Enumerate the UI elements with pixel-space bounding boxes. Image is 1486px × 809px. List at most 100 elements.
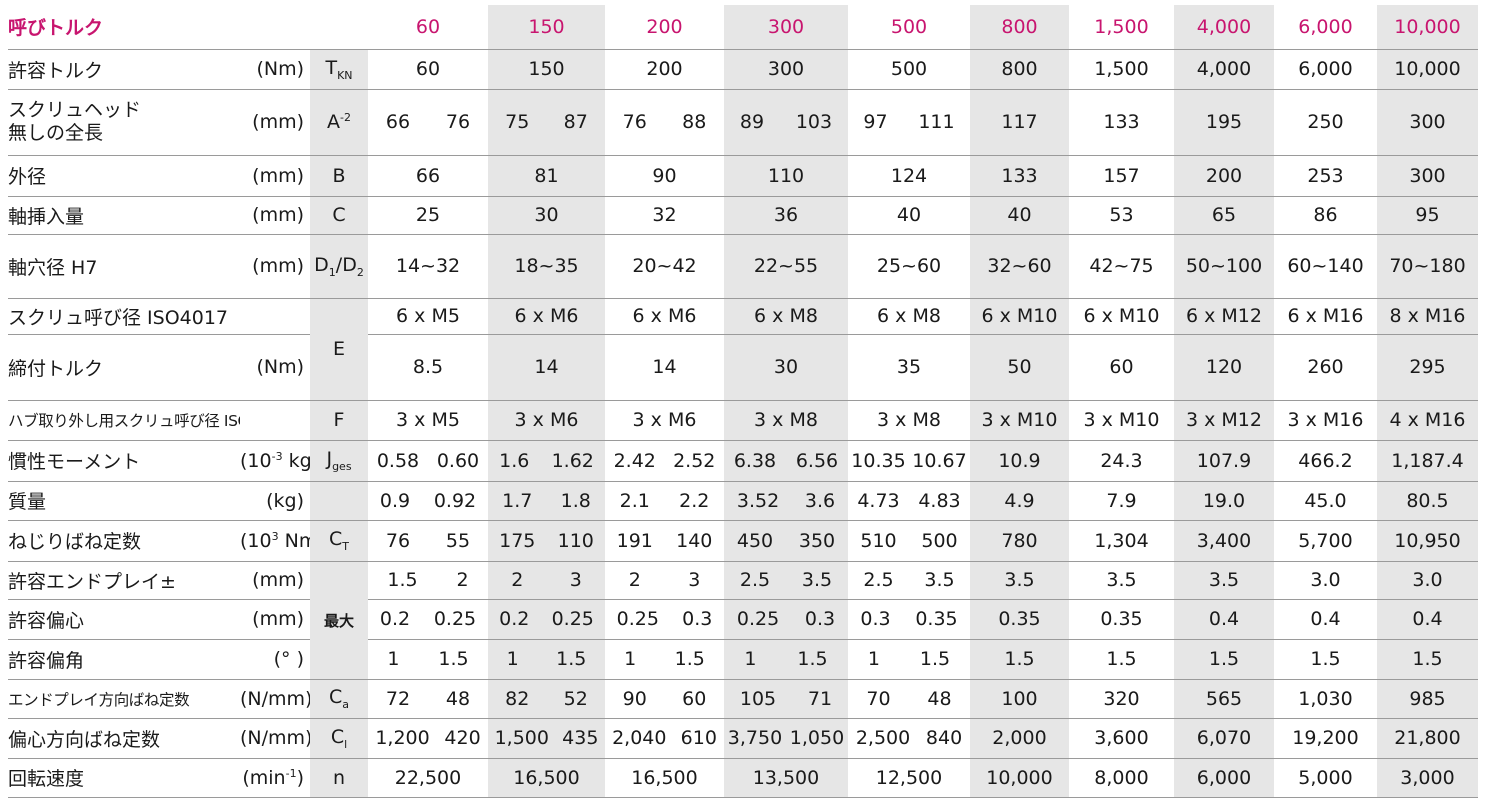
header-title-cell: 呼びトルク xyxy=(8,5,368,50)
value: 6 x M5 xyxy=(396,305,460,327)
table-row-insert: 軸挿入量 (mm) C 25 30 32 36 40 40 53 65 86 95 xyxy=(8,196,1478,235)
value-cell: 107.9 xyxy=(1174,440,1274,482)
unit-text: (10 xyxy=(240,449,272,472)
label-text: 回転速度 xyxy=(8,768,85,790)
value-pair: 3,750 1,050 xyxy=(724,727,848,749)
value-cell: 4 x M16 xyxy=(1377,400,1478,441)
value: 42~75 xyxy=(1089,255,1154,277)
row-unit: (mm) xyxy=(240,561,310,600)
value-cell: 21,800 xyxy=(1377,718,1478,759)
table-row-radial: 偏心方向ばね定数 (N/mm) Cl 1,200 420 1,500 435 2,040 610… xyxy=(8,718,1478,759)
value: 80.5 xyxy=(1406,489,1449,512)
value-pair-cell: 97 111 xyxy=(848,89,970,156)
value-cell: 200 xyxy=(1174,155,1274,197)
header-size: 300 xyxy=(724,5,848,50)
value-cell: 260 xyxy=(1274,334,1377,401)
value-cell: 3.5 xyxy=(1174,561,1274,600)
value-cell: 250 xyxy=(1274,89,1377,156)
value: 0.9 xyxy=(379,489,411,512)
size-value: 800 xyxy=(1001,15,1038,38)
row-unit: (N/mm) xyxy=(240,718,310,759)
value-pair-cell: 2.42 2.52 xyxy=(605,440,724,482)
value-pair: 89 103 xyxy=(724,111,848,133)
unit-empty xyxy=(240,298,310,335)
label-text: 許容偏角 xyxy=(8,649,85,672)
value-pair-cell: 0.2 0.25 xyxy=(368,599,488,640)
value-pair-cell: 90 60 xyxy=(605,679,724,719)
value: 1.5 xyxy=(1208,648,1240,670)
unit-text: (mm) xyxy=(252,111,304,133)
label-line: スクリュヘッド xyxy=(8,99,142,121)
value: 0.25 xyxy=(433,608,477,630)
unit-sup: 3 xyxy=(271,529,279,543)
value-cell: 5,700 xyxy=(1274,520,1377,562)
value-cell: 3.0 xyxy=(1377,561,1478,600)
row-unit: (10-3 kgm2) xyxy=(240,440,310,482)
value: 3.5 xyxy=(1004,569,1035,591)
value: 3 x M6 xyxy=(632,409,697,431)
value-cell: 95 xyxy=(1377,196,1478,235)
value-cell: 300 xyxy=(1377,89,1478,156)
value: 3.6 xyxy=(804,489,836,512)
value-pair-cell: 191 140 xyxy=(605,520,724,562)
table-row-hub: ハブ取り外し用スクリュ呼び径 ISO4029 F 3 x M5 3 x M6 3 x M… xyxy=(8,400,1478,441)
value-cell: 3 x M6 xyxy=(605,400,724,441)
value-cell: 6 x M12 xyxy=(1174,298,1274,335)
value-pair: 1.7 1.8 xyxy=(488,490,605,512)
value: 250 xyxy=(1307,111,1344,133)
value-pair-cell: 70 48 xyxy=(848,679,970,719)
value-pair: 1,500 435 xyxy=(488,727,605,749)
value: 133 xyxy=(1001,164,1038,187)
value-cell: 7.9 xyxy=(1069,481,1174,521)
symbol-sub: a xyxy=(342,698,350,711)
value: 0.4 xyxy=(1208,608,1240,630)
value-cell: 1.5 xyxy=(970,639,1069,680)
row-label: スクリュヘッド 無しの全長 xyxy=(8,89,240,156)
value-cell: 10,950 xyxy=(1377,520,1478,562)
value: 6 x M10 xyxy=(1083,305,1160,327)
value: 3 xyxy=(569,569,582,591)
value-cell: 22~55 xyxy=(724,234,848,299)
value-cell: 200 xyxy=(605,49,724,90)
value: 0.3 xyxy=(860,608,891,630)
table-row-speed: 回転速度 (min-1) n 22,500 16,500 16,500 13,500 12,5… xyxy=(8,758,1478,798)
row-label: 許容偏心 xyxy=(8,599,240,640)
value-pair-cell: 72 48 xyxy=(368,679,488,719)
value: 14~32 xyxy=(395,255,461,277)
value-pair: 75 87 xyxy=(488,111,605,133)
unit-text: (mm) xyxy=(252,569,304,591)
value-pair: 1.6 1.62 xyxy=(488,450,605,472)
value: 300 xyxy=(1409,111,1446,133)
symbol-cell: Ca xyxy=(310,679,368,719)
value-cell: 45.0 xyxy=(1274,481,1377,521)
header-title: 呼びトルク xyxy=(8,17,104,40)
value: 3.5 xyxy=(924,569,955,591)
value-pair: 76 88 xyxy=(605,111,724,133)
unit-text: (Nm) xyxy=(256,356,304,378)
label-text: 偏心方向ばね定数 xyxy=(8,728,161,751)
value-cell: 3 x M8 xyxy=(848,400,970,441)
value: 107.9 xyxy=(1196,449,1252,472)
value: 2.52 xyxy=(673,449,716,472)
value: 66 xyxy=(385,111,411,133)
value: 3 x M10 xyxy=(981,409,1058,431)
value: 6 x M6 xyxy=(632,305,697,327)
symbol-sub: l xyxy=(344,737,348,751)
value: 500 xyxy=(890,58,928,80)
table-row-outer: 外径 (mm) B 66 81 90 110 124 133 157 200 253 300 xyxy=(8,155,1478,197)
value: 1 xyxy=(744,648,757,670)
value-cell: 0.4 xyxy=(1377,599,1478,640)
row-unit: (mm) xyxy=(240,155,310,197)
row-label: ハブ取り外し用スクリュ呼び径 ISO4029 xyxy=(8,400,240,441)
value-pair-cell: 0.3 0.35 xyxy=(848,599,970,640)
table-row-bore: 軸穴径 H7 (mm) D1/D2 14~32 18~35 20~42 22~55 25~60… xyxy=(8,234,1478,299)
value-pair: 0.9 0.92 xyxy=(368,490,488,512)
value-pair-cell: 76 55 xyxy=(368,520,488,562)
value-cell: 25 xyxy=(368,196,488,235)
value: 6 x M12 xyxy=(1186,305,1262,327)
value: 6,070 xyxy=(1196,727,1252,749)
value-pair: 1 1.5 xyxy=(488,648,605,670)
value-cell: 10.9 xyxy=(970,440,1069,482)
value: 1.62 xyxy=(551,449,594,472)
row-label: 偏心方向ばね定数 xyxy=(8,718,240,759)
